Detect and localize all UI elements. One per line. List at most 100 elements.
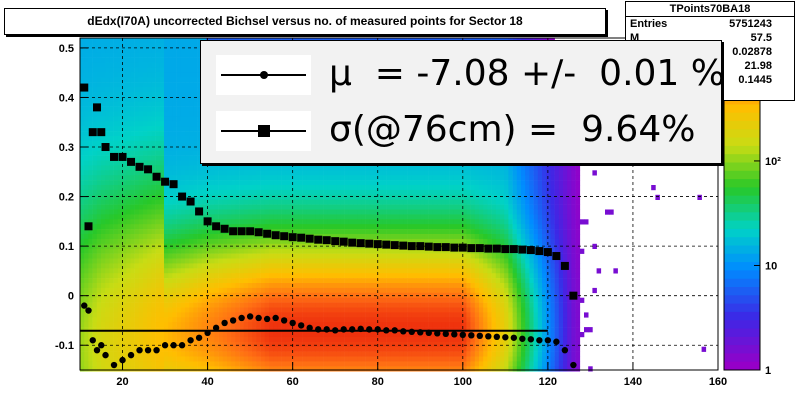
data-point-sigma	[93, 103, 101, 111]
legend-marker-square	[216, 111, 311, 151]
data-point-sigma	[212, 222, 220, 230]
x-tick-label: 80	[372, 376, 384, 388]
data-point-sigma	[187, 198, 195, 206]
colorbar-segment	[724, 320, 760, 329]
data-point-mu	[81, 302, 87, 308]
data-point-mu	[289, 320, 295, 326]
data-point-mu	[553, 339, 559, 345]
data-point-sigma	[569, 292, 577, 300]
data-point-mu	[238, 315, 244, 321]
data-point-sigma	[501, 245, 509, 253]
data-point-sigma	[416, 242, 424, 250]
data-point-mu	[145, 347, 151, 353]
data-point-sigma	[450, 244, 458, 252]
data-point-mu	[468, 332, 474, 338]
y-tick-label: 0	[68, 291, 74, 303]
data-point-sigma	[425, 243, 433, 251]
data-point-mu	[213, 325, 219, 331]
data-point-sigma	[544, 248, 552, 256]
data-point-mu	[358, 326, 364, 332]
data-point-sigma	[314, 236, 322, 244]
colorbar-segment	[724, 254, 760, 263]
x-tick-label: 20	[116, 376, 128, 388]
data-point-mu	[460, 332, 466, 338]
data-point-mu	[221, 320, 227, 326]
data-point-mu	[383, 327, 389, 333]
data-point-mu	[477, 333, 483, 339]
data-point-mu	[230, 317, 236, 323]
data-point-mu	[519, 336, 525, 342]
y-tick-label: 0.1	[59, 241, 74, 253]
data-point-mu	[111, 362, 117, 368]
data-point-mu	[417, 329, 423, 335]
data-point-mu	[204, 330, 210, 336]
colorbar-segment	[724, 138, 760, 147]
data-point-mu	[170, 342, 176, 348]
data-point-sigma	[306, 235, 314, 243]
stats-name: TPoints70BA18	[626, 2, 794, 17]
data-point-sigma	[263, 230, 271, 238]
data-point-sigma	[229, 227, 237, 235]
data-point-mu	[196, 335, 202, 341]
y-tick-label: 0.4	[59, 92, 75, 104]
colorbar-segment	[724, 337, 760, 346]
colorbar-label: 1	[765, 365, 771, 377]
data-point-sigma	[246, 227, 254, 235]
data-point-sigma	[170, 180, 178, 188]
data-point-sigma	[144, 165, 152, 173]
colorbar-segment	[724, 246, 760, 255]
colorbar-segment	[724, 113, 760, 122]
y-tick-label: 0.2	[59, 192, 74, 204]
data-point-sigma	[97, 128, 105, 136]
data-point-sigma	[102, 143, 110, 151]
stats-value: 5751243	[729, 17, 772, 31]
data-point-mu	[272, 315, 278, 321]
data-point-mu	[102, 352, 108, 358]
data-point-mu	[247, 313, 253, 319]
stats-value: 57.5	[751, 31, 772, 45]
data-point-sigma	[127, 158, 135, 166]
data-point-sigma	[348, 239, 356, 247]
data-point-sigma	[89, 128, 97, 136]
data-point-mu	[90, 337, 96, 343]
data-point-sigma	[340, 238, 348, 246]
data-point-mu	[332, 327, 338, 333]
stats-value: 21.98	[744, 59, 772, 73]
data-point-sigma	[161, 178, 169, 186]
data-point-sigma	[289, 233, 297, 241]
data-point-sigma	[510, 245, 518, 253]
data-point-mu	[153, 347, 159, 353]
data-point-sigma	[527, 246, 535, 254]
x-tick-label: 100	[454, 376, 472, 388]
legend-text-mu: μ = -7.08 +/- 0.01 %	[329, 49, 725, 99]
colorbar-segment	[724, 312, 760, 321]
data-point-sigma	[433, 243, 441, 251]
data-point-sigma	[80, 84, 88, 92]
data-point-sigma	[153, 173, 161, 181]
data-point-mu	[375, 326, 381, 332]
data-point-sigma	[85, 222, 93, 230]
colorbar-segment	[724, 129, 760, 138]
data-point-mu	[298, 322, 304, 328]
data-point-sigma	[110, 153, 118, 161]
data-point-sigma	[280, 232, 288, 240]
legend: μ = -7.08 +/- 0.01 % σ(@76cm) = 9.64%	[200, 40, 722, 164]
colorbar-segment	[724, 171, 760, 180]
data-point-mu	[349, 326, 355, 332]
data-point-mu	[281, 317, 287, 323]
data-point-mu	[315, 326, 321, 332]
data-point-mu	[98, 342, 104, 348]
data-point-mu	[392, 327, 398, 333]
colorbar-segment	[724, 146, 760, 155]
data-point-sigma	[476, 244, 484, 252]
data-point-sigma	[484, 245, 492, 253]
colorbar-segment	[724, 262, 760, 271]
data-point-sigma	[365, 240, 373, 248]
data-point-mu	[94, 347, 100, 353]
legend-text-sigma: σ(@76cm) = 9.64%	[329, 105, 695, 155]
data-point-sigma	[297, 234, 305, 242]
stats-value: 0.1445	[738, 73, 772, 87]
stats-value: 0.02878	[732, 45, 772, 59]
colorbar-label: 10²	[765, 156, 781, 168]
